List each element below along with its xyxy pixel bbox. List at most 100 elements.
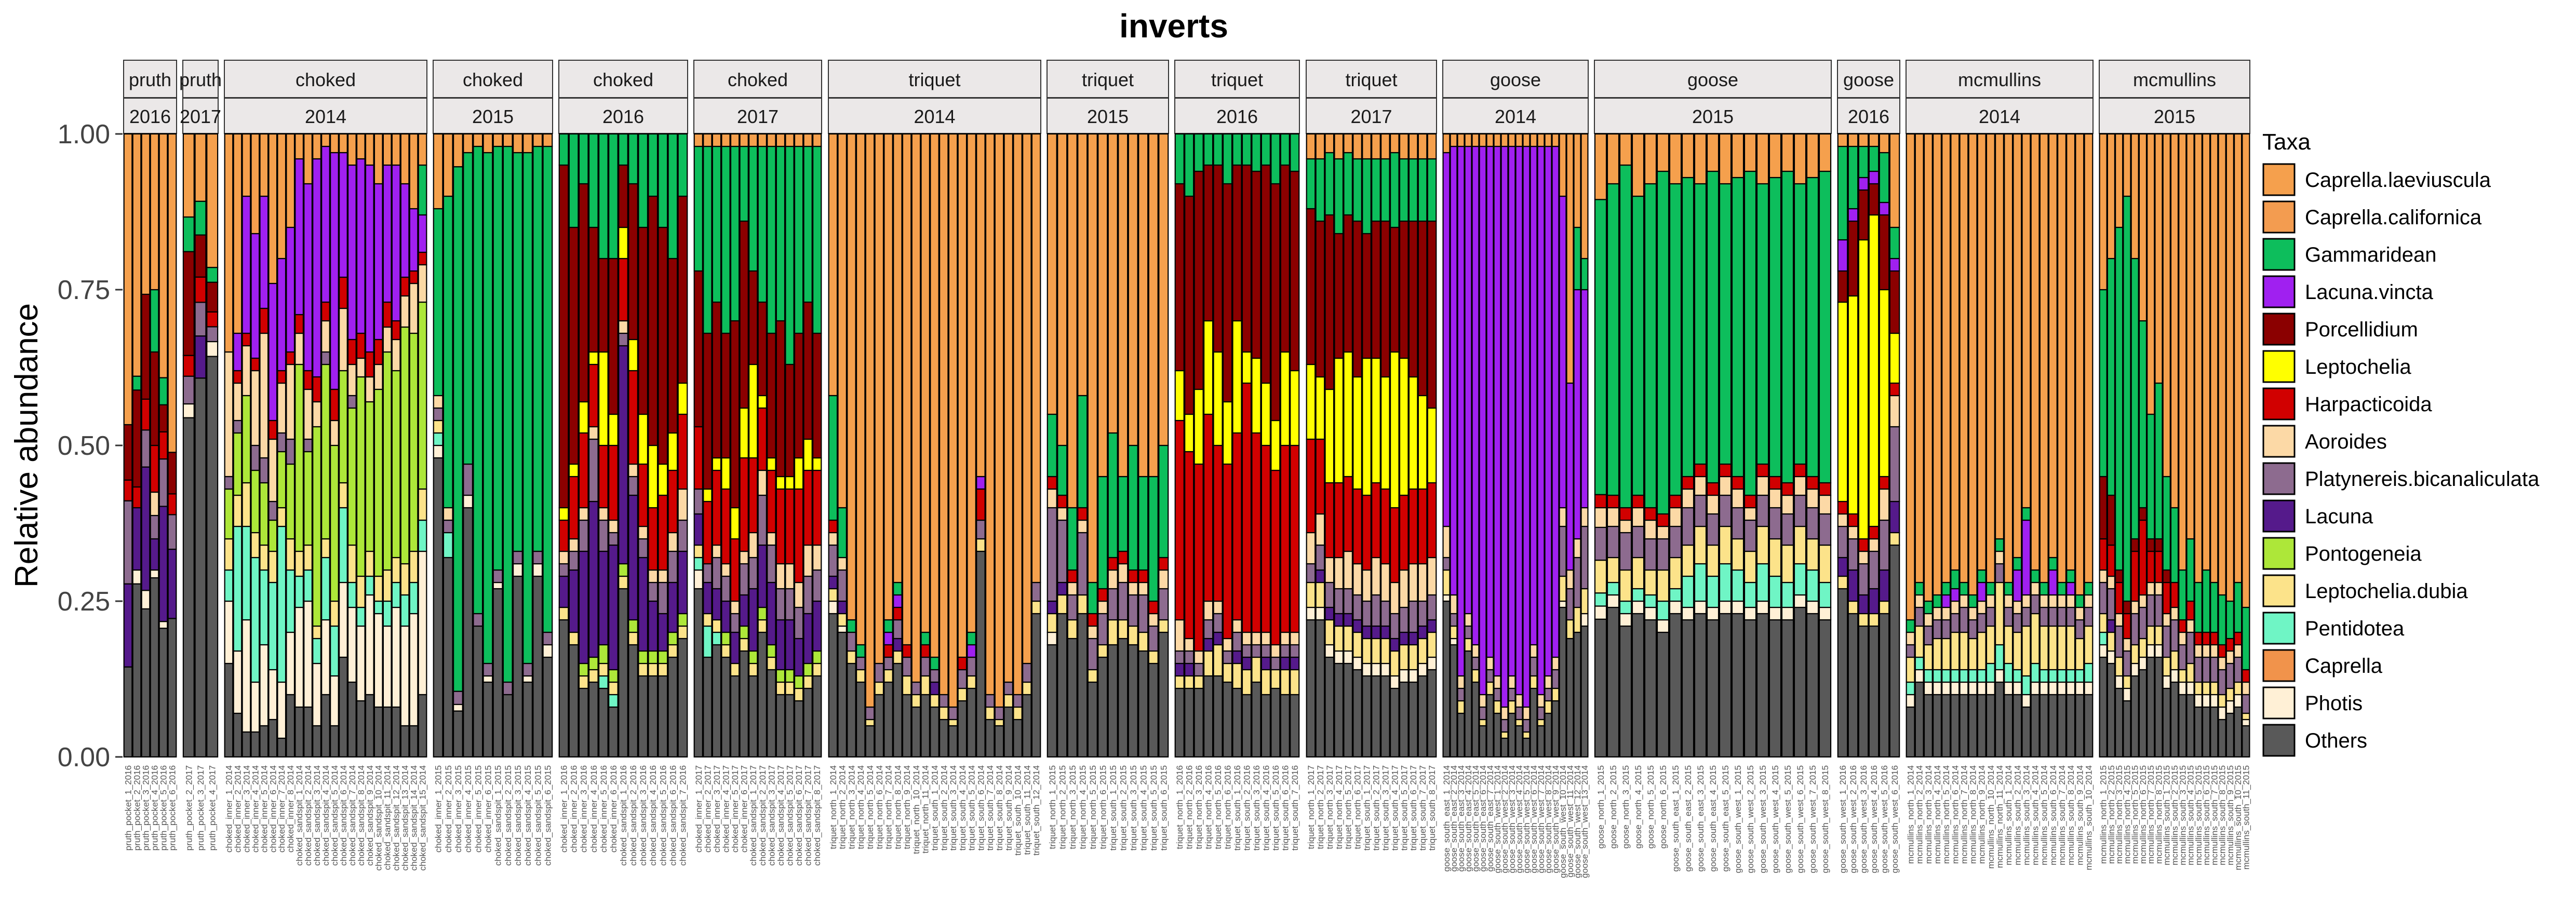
bar-segment	[1343, 476, 1353, 552]
bar-segment	[268, 282, 278, 422]
bar-segment	[1985, 625, 1995, 665]
bar-segment	[2233, 656, 2243, 683]
bar-segment	[911, 694, 921, 708]
bar-segment	[1417, 488, 1428, 565]
bar-segment	[558, 619, 569, 758]
bar-segment	[1530, 656, 1538, 677]
bar-segment	[1213, 600, 1223, 615]
bar-segment	[2242, 694, 2250, 714]
x-tick-label: goose_south_east_7_2014	[1485, 765, 1495, 872]
bar-segment	[618, 563, 628, 577]
bar-segment	[1057, 494, 1068, 509]
bar-segment	[1352, 563, 1362, 596]
bar-segment	[1315, 513, 1325, 546]
bar-segment	[1352, 631, 1362, 658]
bar-segment	[233, 712, 243, 758]
bar-segment	[1260, 133, 1271, 166]
bar-segment	[1232, 650, 1242, 665]
bar-segment	[1408, 644, 1418, 671]
bar-segment	[2225, 700, 2234, 714]
facet-strip-year	[2099, 98, 2250, 134]
bar-segment	[1362, 357, 1372, 496]
bar-segment	[1352, 656, 1362, 671]
bar-segment	[1508, 675, 1516, 689]
bar-segment	[1631, 195, 1645, 496]
legend-swatch	[2262, 499, 2296, 533]
x-tick-label: triquet_north_3_2017	[1325, 765, 1335, 849]
bar-segment	[2130, 133, 2139, 260]
bar-segment	[994, 718, 1004, 727]
bar-segment	[1280, 164, 1290, 353]
bar-segment	[638, 463, 649, 527]
bar-segment	[1148, 662, 1159, 758]
bar-segment	[1213, 644, 1223, 677]
bar-segment	[2218, 644, 2226, 658]
x-tick-label: choked_inner_4_2017	[721, 765, 731, 852]
bar-segment	[1950, 588, 1960, 602]
bar-segment	[1847, 513, 1859, 527]
bar-segment	[233, 370, 243, 384]
bar-segment	[1457, 133, 1465, 147]
bar-segment	[1941, 581, 1951, 596]
bar-segment	[1818, 170, 1832, 484]
facet-year-label: 2014	[914, 106, 955, 127]
bar-segment	[1232, 662, 1242, 689]
bar-segment	[703, 145, 713, 334]
bar-segment	[883, 631, 893, 646]
legend-label: Caprella.laeviuscula	[2305, 169, 2491, 192]
bar-segment	[1968, 669, 1978, 683]
bar-segment	[794, 606, 804, 640]
bar-segment	[373, 338, 383, 365]
bar-segment	[1306, 563, 1316, 584]
legend-swatch	[2262, 425, 2296, 458]
x-tick-label: choked_sandspit_6_2016	[668, 765, 678, 866]
bar-segment	[1847, 220, 1859, 297]
bar-segment	[123, 583, 133, 668]
bar-segment	[558, 164, 569, 509]
bar-segment	[1879, 133, 1890, 154]
bar-segment	[1906, 681, 1915, 696]
bar-segment	[1669, 613, 1682, 758]
bar-segment	[141, 398, 151, 431]
bar-segment	[1306, 532, 1316, 565]
x-tick-label: triquet_south_5_2015	[1149, 765, 1159, 850]
facet-site-label: mcmullins	[2133, 69, 2216, 90]
bar-segment	[1118, 550, 1129, 565]
bar-segment	[803, 544, 813, 577]
bar-segment	[558, 550, 569, 565]
bar-segment	[730, 507, 740, 540]
bar-segment	[648, 581, 659, 602]
bar-segment	[1879, 613, 1890, 758]
bar-segment	[598, 550, 609, 646]
bar-segment	[2030, 594, 2040, 615]
bar-segment	[2030, 694, 2040, 758]
bar-segment	[837, 569, 847, 602]
bar-segment	[242, 195, 251, 334]
bar-segment	[677, 625, 688, 640]
bar-segment	[948, 706, 958, 721]
bar-segment	[1107, 133, 1118, 434]
bar-segment	[1933, 681, 1942, 696]
bar-segment	[1644, 133, 1657, 185]
bar-segment	[803, 575, 813, 615]
bar-segment	[588, 500, 599, 658]
bar-segment	[1371, 675, 1381, 758]
bar-segment	[2178, 681, 2187, 696]
bar-segment	[1003, 681, 1014, 696]
bar-segment	[628, 494, 638, 621]
bar-segment	[1362, 638, 1372, 665]
x-tick-label: goose_south_west_4_2015	[1770, 765, 1780, 873]
bar-segment	[1606, 557, 1620, 584]
bar-segment	[2178, 631, 2187, 646]
x-tick-label: triquet_south_2_2017	[1371, 765, 1381, 850]
bar-segment	[2066, 581, 2076, 596]
bar-segment	[409, 332, 419, 552]
bar-segment	[2242, 133, 2250, 608]
x-tick-label: mcmullins_south_8_2015	[2218, 765, 2228, 865]
bar-segment	[330, 600, 339, 627]
bar-segment	[286, 569, 296, 633]
x-tick-label: goose_south_west_6_2014	[1529, 765, 1539, 873]
bar-segment	[1324, 606, 1335, 621]
bar-segment	[502, 681, 513, 696]
x-tick-label: triquet_south_7_2016	[1290, 765, 1300, 850]
